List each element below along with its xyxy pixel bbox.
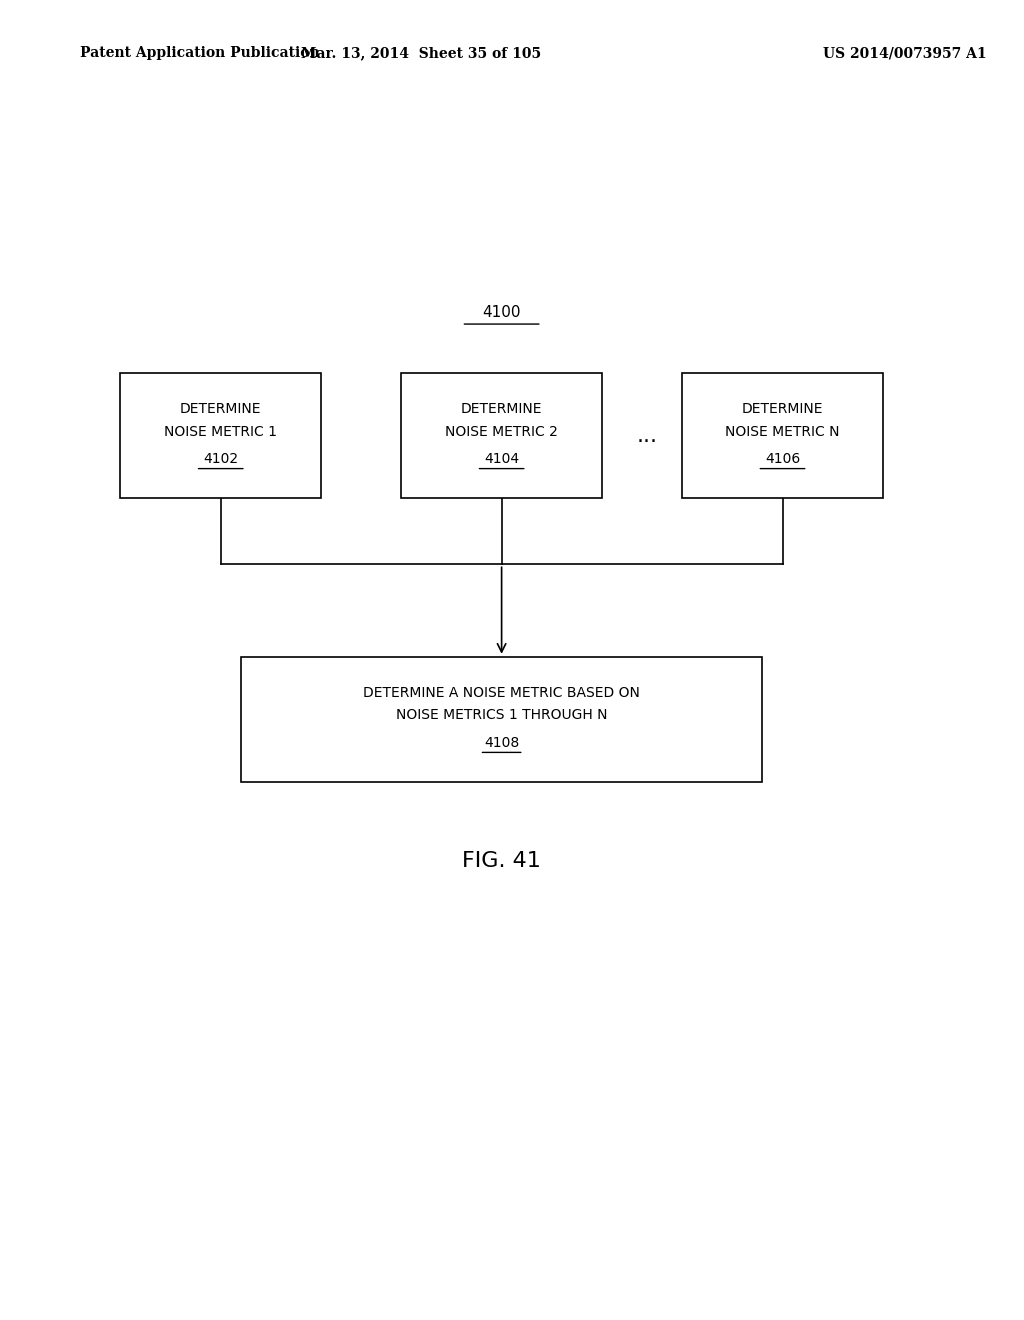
Text: 4100: 4100 xyxy=(482,305,521,319)
Text: 4104: 4104 xyxy=(484,453,519,466)
Text: ...: ... xyxy=(637,425,657,446)
Text: 4106: 4106 xyxy=(765,453,800,466)
FancyBboxPatch shape xyxy=(241,656,763,781)
Text: NOISE METRIC 1: NOISE METRIC 1 xyxy=(164,425,278,438)
Text: Patent Application Publication: Patent Application Publication xyxy=(80,46,319,61)
Text: NOISE METRICS 1 THROUGH N: NOISE METRICS 1 THROUGH N xyxy=(396,709,607,722)
Text: FIG. 41: FIG. 41 xyxy=(462,851,541,871)
FancyBboxPatch shape xyxy=(682,372,883,498)
Text: DETERMINE A NOISE METRIC BASED ON: DETERMINE A NOISE METRIC BASED ON xyxy=(364,686,640,700)
Text: DETERMINE: DETERMINE xyxy=(741,403,823,416)
Text: 4108: 4108 xyxy=(484,737,519,750)
Text: Mar. 13, 2014  Sheet 35 of 105: Mar. 13, 2014 Sheet 35 of 105 xyxy=(301,46,542,61)
Text: DETERMINE: DETERMINE xyxy=(180,403,261,416)
Text: NOISE METRIC 2: NOISE METRIC 2 xyxy=(445,425,558,438)
Text: NOISE METRIC N: NOISE METRIC N xyxy=(725,425,840,438)
FancyBboxPatch shape xyxy=(401,372,602,498)
Text: 4102: 4102 xyxy=(203,453,239,466)
Text: DETERMINE: DETERMINE xyxy=(461,403,543,416)
Text: US 2014/0073957 A1: US 2014/0073957 A1 xyxy=(822,46,986,61)
FancyBboxPatch shape xyxy=(121,372,322,498)
